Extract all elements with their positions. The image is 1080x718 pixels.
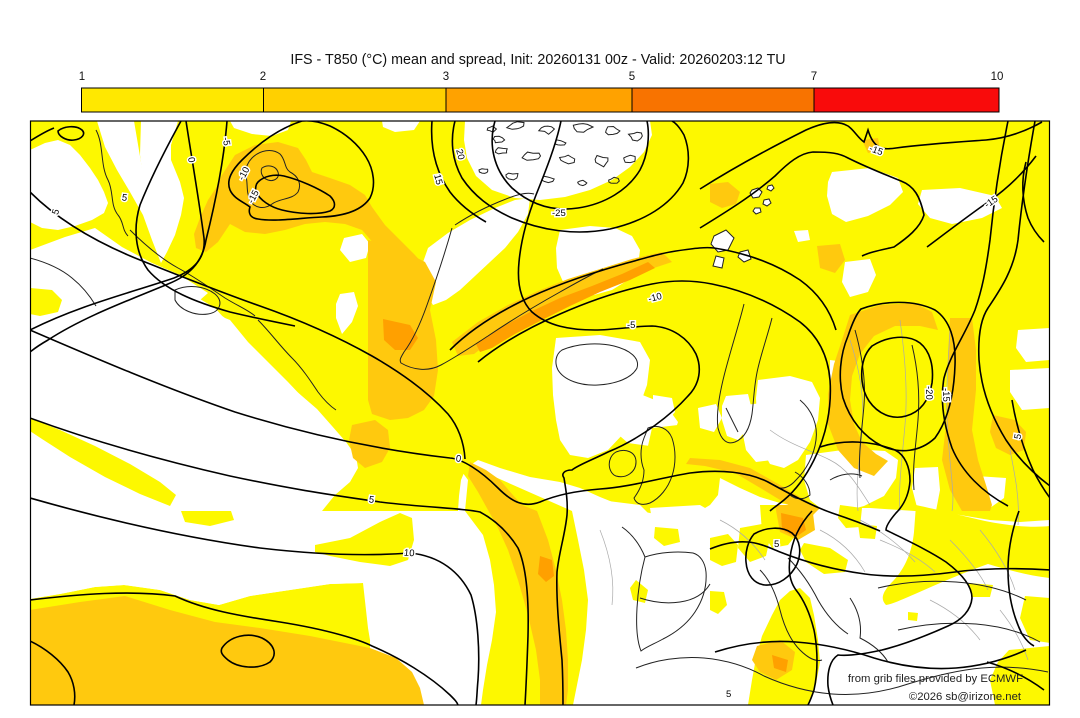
- svg-text:20: 20: [453, 148, 466, 161]
- svg-text:5: 5: [50, 208, 62, 216]
- svg-text:15: 15: [431, 173, 444, 186]
- svg-text:IFS - T850 (°C) mean and sprea: IFS - T850 (°C) mean and spread, Init: 2…: [290, 52, 785, 68]
- svg-text:5: 5: [774, 539, 779, 550]
- svg-text:5: 5: [726, 689, 731, 700]
- svg-text:10: 10: [991, 71, 1004, 83]
- svg-text:5: 5: [368, 494, 375, 506]
- svg-text:0: 0: [185, 156, 197, 163]
- svg-text:-15: -15: [940, 388, 951, 402]
- svg-text:-5: -5: [627, 320, 635, 331]
- svg-text:2: 2: [260, 71, 266, 83]
- svg-text:5: 5: [629, 71, 635, 83]
- svg-text:5: 5: [121, 192, 128, 204]
- svg-text:5: 5: [1013, 433, 1025, 440]
- svg-text:-10: -10: [647, 291, 663, 305]
- svg-text:0: 0: [455, 453, 462, 465]
- svg-text:3: 3: [443, 71, 449, 83]
- svg-text:10: 10: [403, 547, 414, 559]
- svg-text:from grib files provided by EC: from grib files provided by ECMWF: [848, 673, 1023, 685]
- svg-text:7: 7: [811, 71, 817, 83]
- svg-text:-5: -5: [220, 136, 232, 146]
- svg-text:-25: -25: [552, 208, 566, 219]
- svg-text:1: 1: [79, 71, 85, 83]
- svg-text:©2026 sb@irizone.net: ©2026 sb@irizone.net: [909, 691, 1022, 703]
- svg-text:-20: -20: [923, 386, 934, 400]
